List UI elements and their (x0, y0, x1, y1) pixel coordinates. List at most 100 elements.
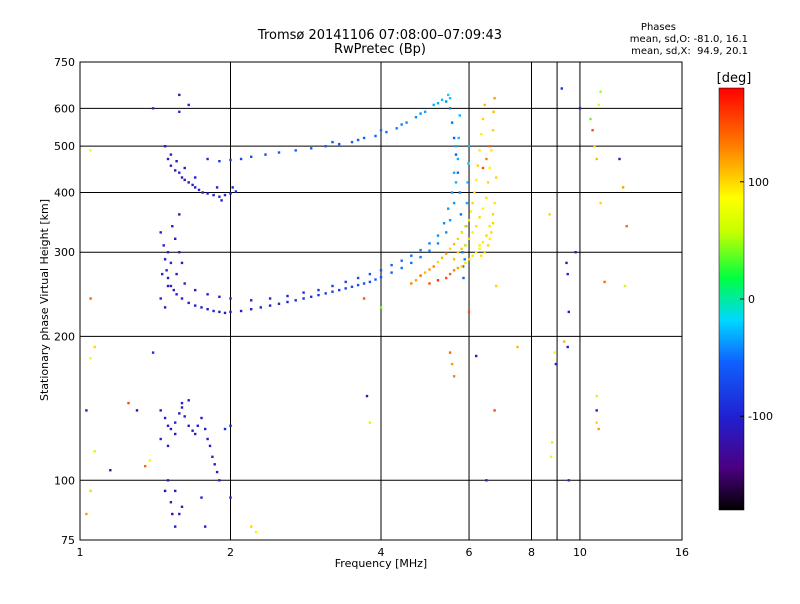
data-point (385, 130, 388, 134)
data-point (166, 284, 170, 288)
data-point (445, 100, 448, 103)
x-tick-label: 4 (378, 546, 385, 559)
chart-title: Tromsø 20141106 07:08:00–07:09:43 (257, 28, 502, 43)
data-point (480, 254, 483, 257)
data-point (450, 121, 454, 124)
data-point (175, 272, 178, 276)
data-point (456, 157, 460, 161)
data-point (172, 288, 175, 292)
data-point (452, 201, 456, 205)
data-point (440, 256, 444, 259)
y-tick-label: 750 (54, 56, 75, 69)
data-point (169, 284, 173, 288)
data-point (379, 269, 383, 272)
data-point (317, 293, 320, 297)
data-point (324, 145, 327, 148)
data-point (467, 310, 471, 314)
data-point (204, 525, 207, 528)
data-point (400, 123, 403, 126)
data-point (618, 157, 621, 161)
x-tick-label: 2 (227, 546, 234, 559)
data-point (423, 271, 427, 274)
data-point (229, 192, 232, 195)
data-point (465, 201, 469, 205)
data-point (492, 110, 495, 113)
data-point (183, 178, 186, 182)
y-tick-label: 100 (54, 474, 75, 487)
x-axis-label: Frequency [MHz] (335, 557, 427, 570)
data-point (200, 306, 203, 309)
data-point (400, 266, 403, 270)
data-point (331, 290, 334, 293)
data-point (85, 409, 88, 412)
data-point (159, 297, 162, 300)
data-point (194, 288, 197, 292)
data-point (211, 455, 214, 458)
data-point (178, 171, 181, 174)
data-point (85, 512, 88, 516)
data-point (460, 231, 463, 234)
data-point (218, 310, 221, 314)
data-point (223, 193, 227, 197)
data-point (467, 237, 471, 240)
data-point (450, 191, 454, 194)
data-point (159, 409, 162, 412)
data-point (490, 231, 493, 234)
data-point (448, 247, 452, 250)
data-point (548, 213, 551, 216)
data-point (166, 424, 170, 427)
data-point (395, 127, 398, 130)
data-point (215, 186, 219, 189)
data-point (166, 444, 170, 448)
data-point (456, 171, 460, 174)
data-point (595, 157, 598, 161)
data-point (467, 162, 470, 165)
data-point (436, 279, 440, 282)
data-point (442, 222, 446, 225)
data-point (456, 266, 460, 270)
data-point (475, 178, 478, 182)
data-point (450, 362, 454, 366)
data-point (231, 186, 234, 189)
data-point (310, 295, 313, 298)
data-point (196, 424, 199, 427)
data-point (452, 269, 456, 272)
data-point (447, 93, 450, 97)
data-point (294, 149, 297, 152)
data-point (485, 234, 488, 237)
data-point (490, 149, 493, 152)
x-tick-label: 6 (466, 546, 473, 559)
data-point (169, 427, 173, 431)
data-point (259, 306, 262, 309)
data-point (419, 274, 422, 277)
data-point (478, 247, 481, 250)
data-point (187, 301, 190, 305)
data-point (436, 102, 440, 105)
data-point (174, 525, 177, 528)
data-point (456, 251, 460, 254)
data-point (368, 280, 372, 284)
data-point (462, 276, 465, 280)
data-point (174, 421, 177, 424)
y-axis-ticks: 75 100 200 300 400 500 600 750 (54, 56, 75, 547)
data-point (471, 254, 474, 257)
data-point (148, 459, 152, 462)
data-point (215, 470, 219, 474)
data-point (481, 240, 485, 244)
data-point (178, 251, 181, 254)
data-point (187, 424, 190, 427)
data-point (463, 258, 466, 261)
data-point (239, 157, 243, 161)
data-point (390, 263, 393, 267)
data-point (452, 375, 456, 378)
data-point (574, 251, 577, 254)
data-point (595, 409, 598, 412)
data-point (549, 455, 553, 458)
data-point (191, 183, 194, 187)
y-tick-label: 600 (54, 102, 75, 115)
data-point (374, 278, 377, 281)
data-point (229, 310, 232, 314)
data-point (264, 153, 267, 156)
data-point (447, 207, 450, 210)
